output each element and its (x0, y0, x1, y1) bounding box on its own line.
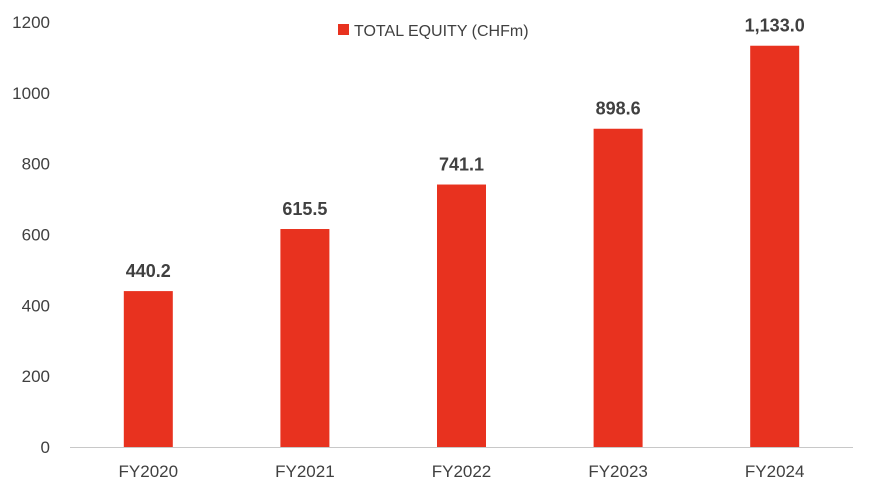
bar (750, 45, 800, 448)
y-tick-label: 0 (41, 438, 50, 457)
x-tick-label: FY2024 (745, 462, 805, 481)
legend-swatch (338, 24, 349, 35)
y-tick-label: 400 (22, 296, 50, 315)
data-label: 741.1 (439, 155, 484, 175)
bar-series (123, 45, 800, 448)
data-labels: 440.2 615.5 741.1 898.6 1,133.0 (126, 16, 805, 281)
data-label: 440.2 (126, 261, 171, 281)
bar (437, 184, 486, 447)
bar (123, 291, 173, 447)
x-tick-label: FY2021 (275, 462, 335, 481)
legend-label: TOTAL EQUITY (CHFm) (354, 23, 529, 40)
x-tick-label: FY2022 (432, 462, 492, 481)
data-label: 898.6 (596, 99, 641, 119)
x-axis: FY2020 FY2021 FY2022 FY2023 FY2024 (70, 447, 853, 481)
data-label: 1,133.0 (745, 16, 805, 36)
legend: TOTAL EQUITY (CHFm) (338, 23, 529, 40)
y-tick-label: 600 (22, 226, 50, 245)
y-tick-label: 1000 (12, 84, 50, 103)
bar (280, 229, 330, 447)
bar (593, 128, 643, 447)
data-label: 615.5 (282, 199, 327, 219)
x-tick-label: FY2020 (119, 462, 179, 481)
y-tick-label: 800 (22, 155, 50, 174)
y-tick-label: 200 (22, 367, 50, 386)
x-tick-label: FY2023 (588, 462, 648, 481)
y-tick-label: 1200 (12, 13, 50, 32)
y-axis: 0 200 400 600 800 1000 1200 (12, 13, 50, 457)
